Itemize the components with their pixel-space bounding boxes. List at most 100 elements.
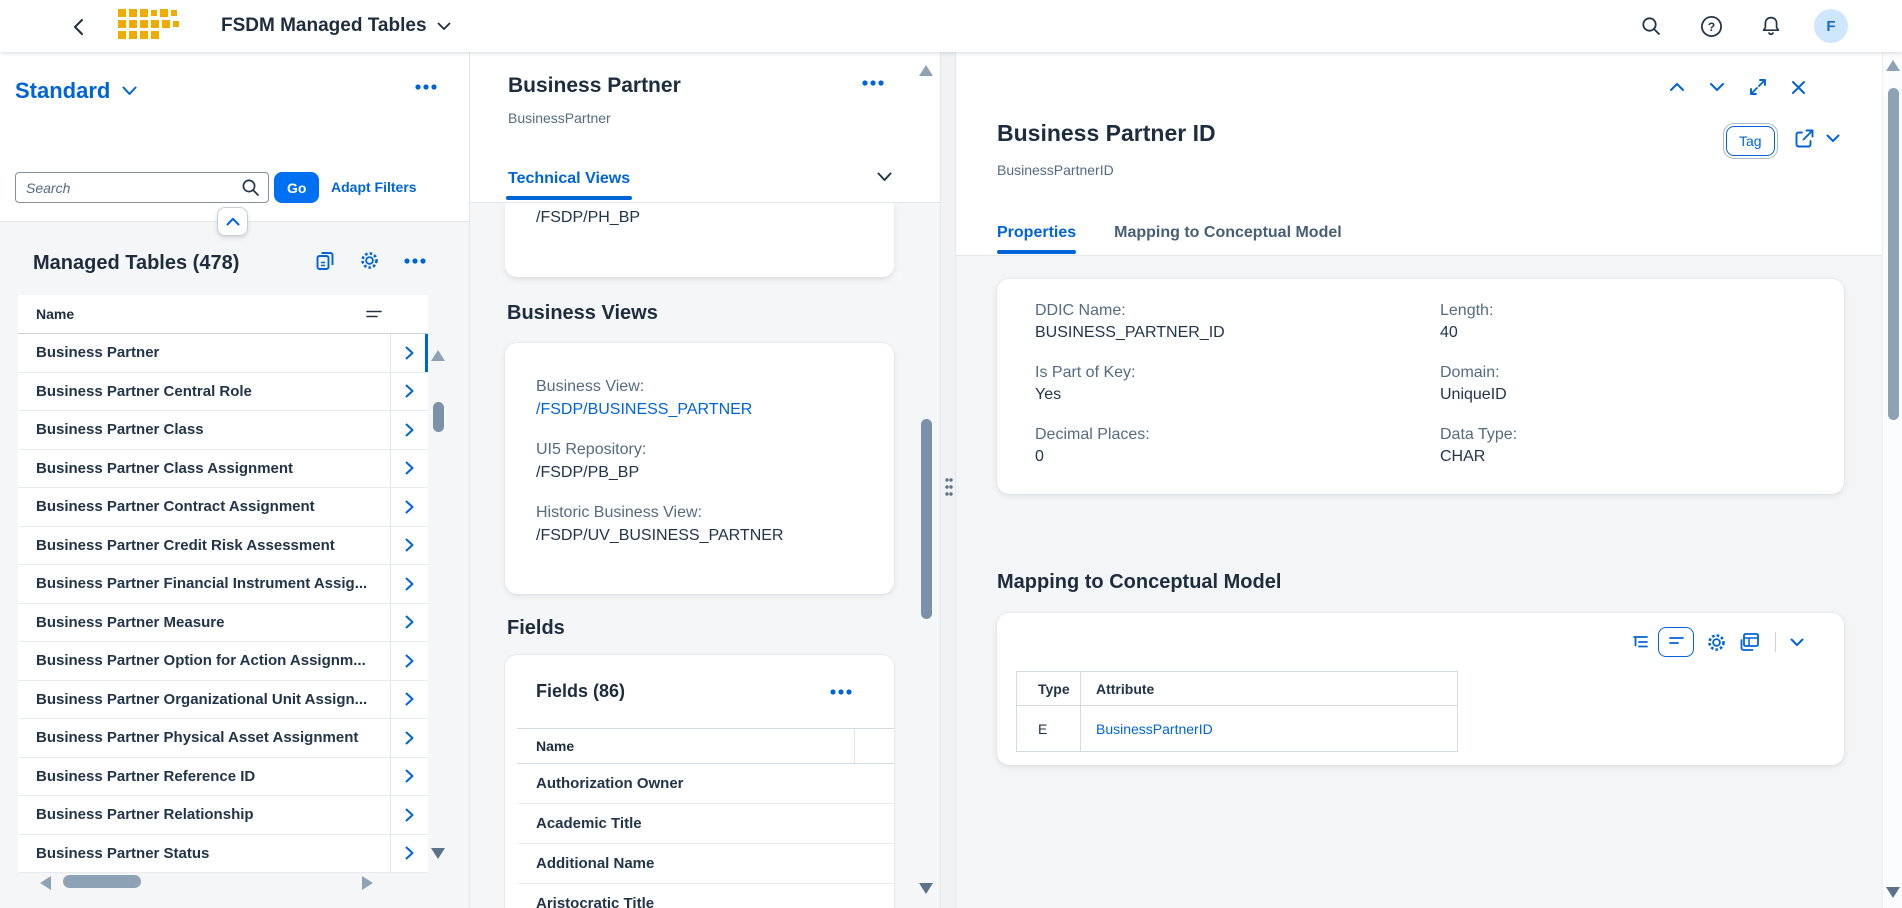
fields-header-row[interactable]: Name <box>517 728 894 764</box>
row-navigation-chevron-icon[interactable] <box>391 796 428 834</box>
list-scrollbar-down-arrow[interactable] <box>431 848 445 859</box>
collapse-filter-bar-button[interactable] <box>217 207 248 236</box>
detail-overflow-icon[interactable] <box>862 80 884 86</box>
share-menu-chevron-icon[interactable] <box>1826 134 1840 143</box>
avatar[interactable]: F <box>1814 9 1848 43</box>
table-row[interactable]: Business Partner Option for Action Assig… <box>18 642 428 681</box>
row-navigation-chevron-icon[interactable] <box>391 681 428 719</box>
field-row[interactable]: Academic Title <box>517 804 894 844</box>
list-scrollbar-thumb[interactable] <box>433 402 444 432</box>
search-field-magnifier-icon[interactable] <box>241 178 260 197</box>
tab-mapping-to-conceptual-model[interactable]: Mapping to Conceptual Model <box>1114 224 1342 241</box>
page-scroll-down-arrow[interactable] <box>1886 887 1900 898</box>
row-navigation-chevron-icon[interactable] <box>391 527 428 565</box>
navigate-up-icon[interactable] <box>1669 82 1685 92</box>
row-navigation-chevron-icon[interactable] <box>391 488 428 526</box>
row-navigation-chevron-icon[interactable] <box>391 411 428 449</box>
adapt-filters-link[interactable]: Adapt Filters <box>331 179 417 195</box>
mapping-menu-chevron-icon[interactable] <box>1790 638 1804 647</box>
properties-grid: DDIC Name: BUSINESS_PARTNER_ID Length: 4… <box>1035 302 1844 466</box>
splitter-grip-icon[interactable] <box>943 472 955 502</box>
fields-rows: Authorization Owner Academic Title Addit… <box>517 764 894 908</box>
table-row[interactable]: Business Partner Reference ID <box>18 757 428 796</box>
share-icon[interactable] <box>1794 128 1815 149</box>
row-navigation-chevron-icon[interactable] <box>391 334 428 372</box>
app-title[interactable]: FSDM Managed Tables <box>221 15 451 37</box>
row-navigation-chevron-icon[interactable] <box>391 604 428 642</box>
enter-fullscreen-icon[interactable] <box>1749 78 1767 96</box>
tab-properties[interactable]: Properties <box>997 224 1077 254</box>
business-views-heading: Business Views <box>507 302 658 324</box>
table-row[interactable]: Business Partner Financial Instrument As… <box>18 565 428 604</box>
go-button[interactable]: Go <box>274 172 320 203</box>
row-navigation-chevron-icon[interactable] <box>391 758 428 796</box>
table-header-row[interactable]: Name <box>18 295 428 334</box>
fields-overflow-icon[interactable] <box>830 688 852 695</box>
hscroll-right-arrow[interactable] <box>362 876 373 890</box>
table-row[interactable]: Business Partner Relationship <box>18 796 428 835</box>
search-input[interactable] <box>26 179 241 196</box>
technical-view-item: /FSDP/PH_BP <box>536 209 641 226</box>
column-sort-icon[interactable] <box>366 308 382 320</box>
table-row[interactable]: Business Partner <box>18 334 428 373</box>
panel-scrollbar-up-arrow[interactable] <box>919 65 933 76</box>
panel-scrollbar-thumb[interactable] <box>921 419 932 619</box>
table-row[interactable]: Business Partner Class <box>18 411 428 450</box>
field-row[interactable]: Additional Name <box>517 844 894 884</box>
table-row[interactable]: Business Partner Measure <box>18 603 428 642</box>
property-label: Decimal Places: <box>1035 426 1150 443</box>
property-value: BUSINESS_PARTNER_ID <box>1035 324 1225 341</box>
back-icon[interactable] <box>68 16 90 38</box>
view-hierarchy-icon[interactable] <box>1622 627 1658 657</box>
settings-gear-icon[interactable] <box>359 250 380 271</box>
row-navigation-chevron-icon[interactable] <box>391 450 428 488</box>
attribute-content: DDIC Name: BUSINESS_PARTNER_ID Length: 4… <box>956 256 1882 908</box>
search-field[interactable] <box>15 172 269 203</box>
filter-overflow-icon[interactable] <box>415 84 437 90</box>
view-flat-list-icon[interactable] <box>1658 627 1694 657</box>
technical-views-card: /FSDP/PH_BP <box>505 203 894 277</box>
row-navigation-chevron-icon[interactable] <box>391 835 428 873</box>
row-navigation-chevron-icon[interactable] <box>391 373 428 411</box>
panel-splitter[interactable] <box>940 52 956 908</box>
table-row[interactable]: Business Partner Class Assignment <box>18 449 428 488</box>
property-field: Data Type: CHAR <box>1440 426 1844 466</box>
mapping-attribute-link[interactable]: BusinessPartnerID <box>1096 720 1213 737</box>
tag-button[interactable]: Tag <box>1726 126 1775 156</box>
row-navigation-chevron-icon[interactable] <box>391 642 428 680</box>
field-value: /FSDP/UV_BUSINESS_PARTNER <box>536 527 784 544</box>
table-row[interactable]: Business Partner Contract Assignment <box>18 488 428 527</box>
help-icon[interactable]: ? <box>1694 9 1728 43</box>
mapping-row[interactable]: E BusinessPartnerID <box>1017 706 1457 752</box>
page-scroll-thumb[interactable] <box>1888 88 1899 420</box>
table-row[interactable]: Business Partner Status <box>18 834 428 873</box>
table-row[interactable]: Business Partner Physical Asset Assignme… <box>18 719 428 758</box>
field-row[interactable]: Authorization Owner <box>517 764 894 804</box>
section-chevron-down-icon[interactable] <box>877 172 892 182</box>
list-horizontal-scrollbar[interactable] <box>18 874 428 890</box>
copy-icon[interactable] <box>315 251 335 271</box>
field-row[interactable]: Aristocratic Title <box>517 884 894 908</box>
table-row[interactable]: Business Partner Organizational Unit Ass… <box>18 680 428 719</box>
row-navigation-chevron-icon[interactable] <box>391 719 428 757</box>
variant-selector[interactable]: Standard <box>15 78 137 104</box>
table-overflow-icon[interactable] <box>404 257 426 264</box>
tab-technical-views[interactable]: Technical Views <box>508 170 631 187</box>
close-icon[interactable] <box>1791 80 1806 95</box>
list-scrollbar-up-arrow[interactable] <box>431 350 445 361</box>
hscroll-thumb[interactable] <box>63 875 141 888</box>
row-navigation-chevron-icon[interactable] <box>391 565 428 603</box>
hscroll-left-arrow[interactable] <box>40 876 51 890</box>
table-row[interactable]: Business Partner Credit Risk Assessment <box>18 526 428 565</box>
search-icon[interactable] <box>1634 9 1668 43</box>
panel-scrollbar-down-arrow[interactable] <box>919 883 933 894</box>
notifications-bell-icon[interactable] <box>1754 9 1788 43</box>
toolbar-separator <box>1775 632 1776 652</box>
mapping-settings-gear-icon[interactable] <box>1706 632 1727 653</box>
table-row[interactable]: Business Partner Central Role <box>18 372 428 411</box>
navigate-down-icon[interactable] <box>1709 82 1725 92</box>
mapping-heading: Mapping to Conceptual Model <box>997 571 1282 593</box>
page-scroll-up-arrow[interactable] <box>1886 60 1900 71</box>
page-scrollbar[interactable] <box>1882 52 1902 908</box>
export-table-icon[interactable] <box>1739 632 1761 652</box>
